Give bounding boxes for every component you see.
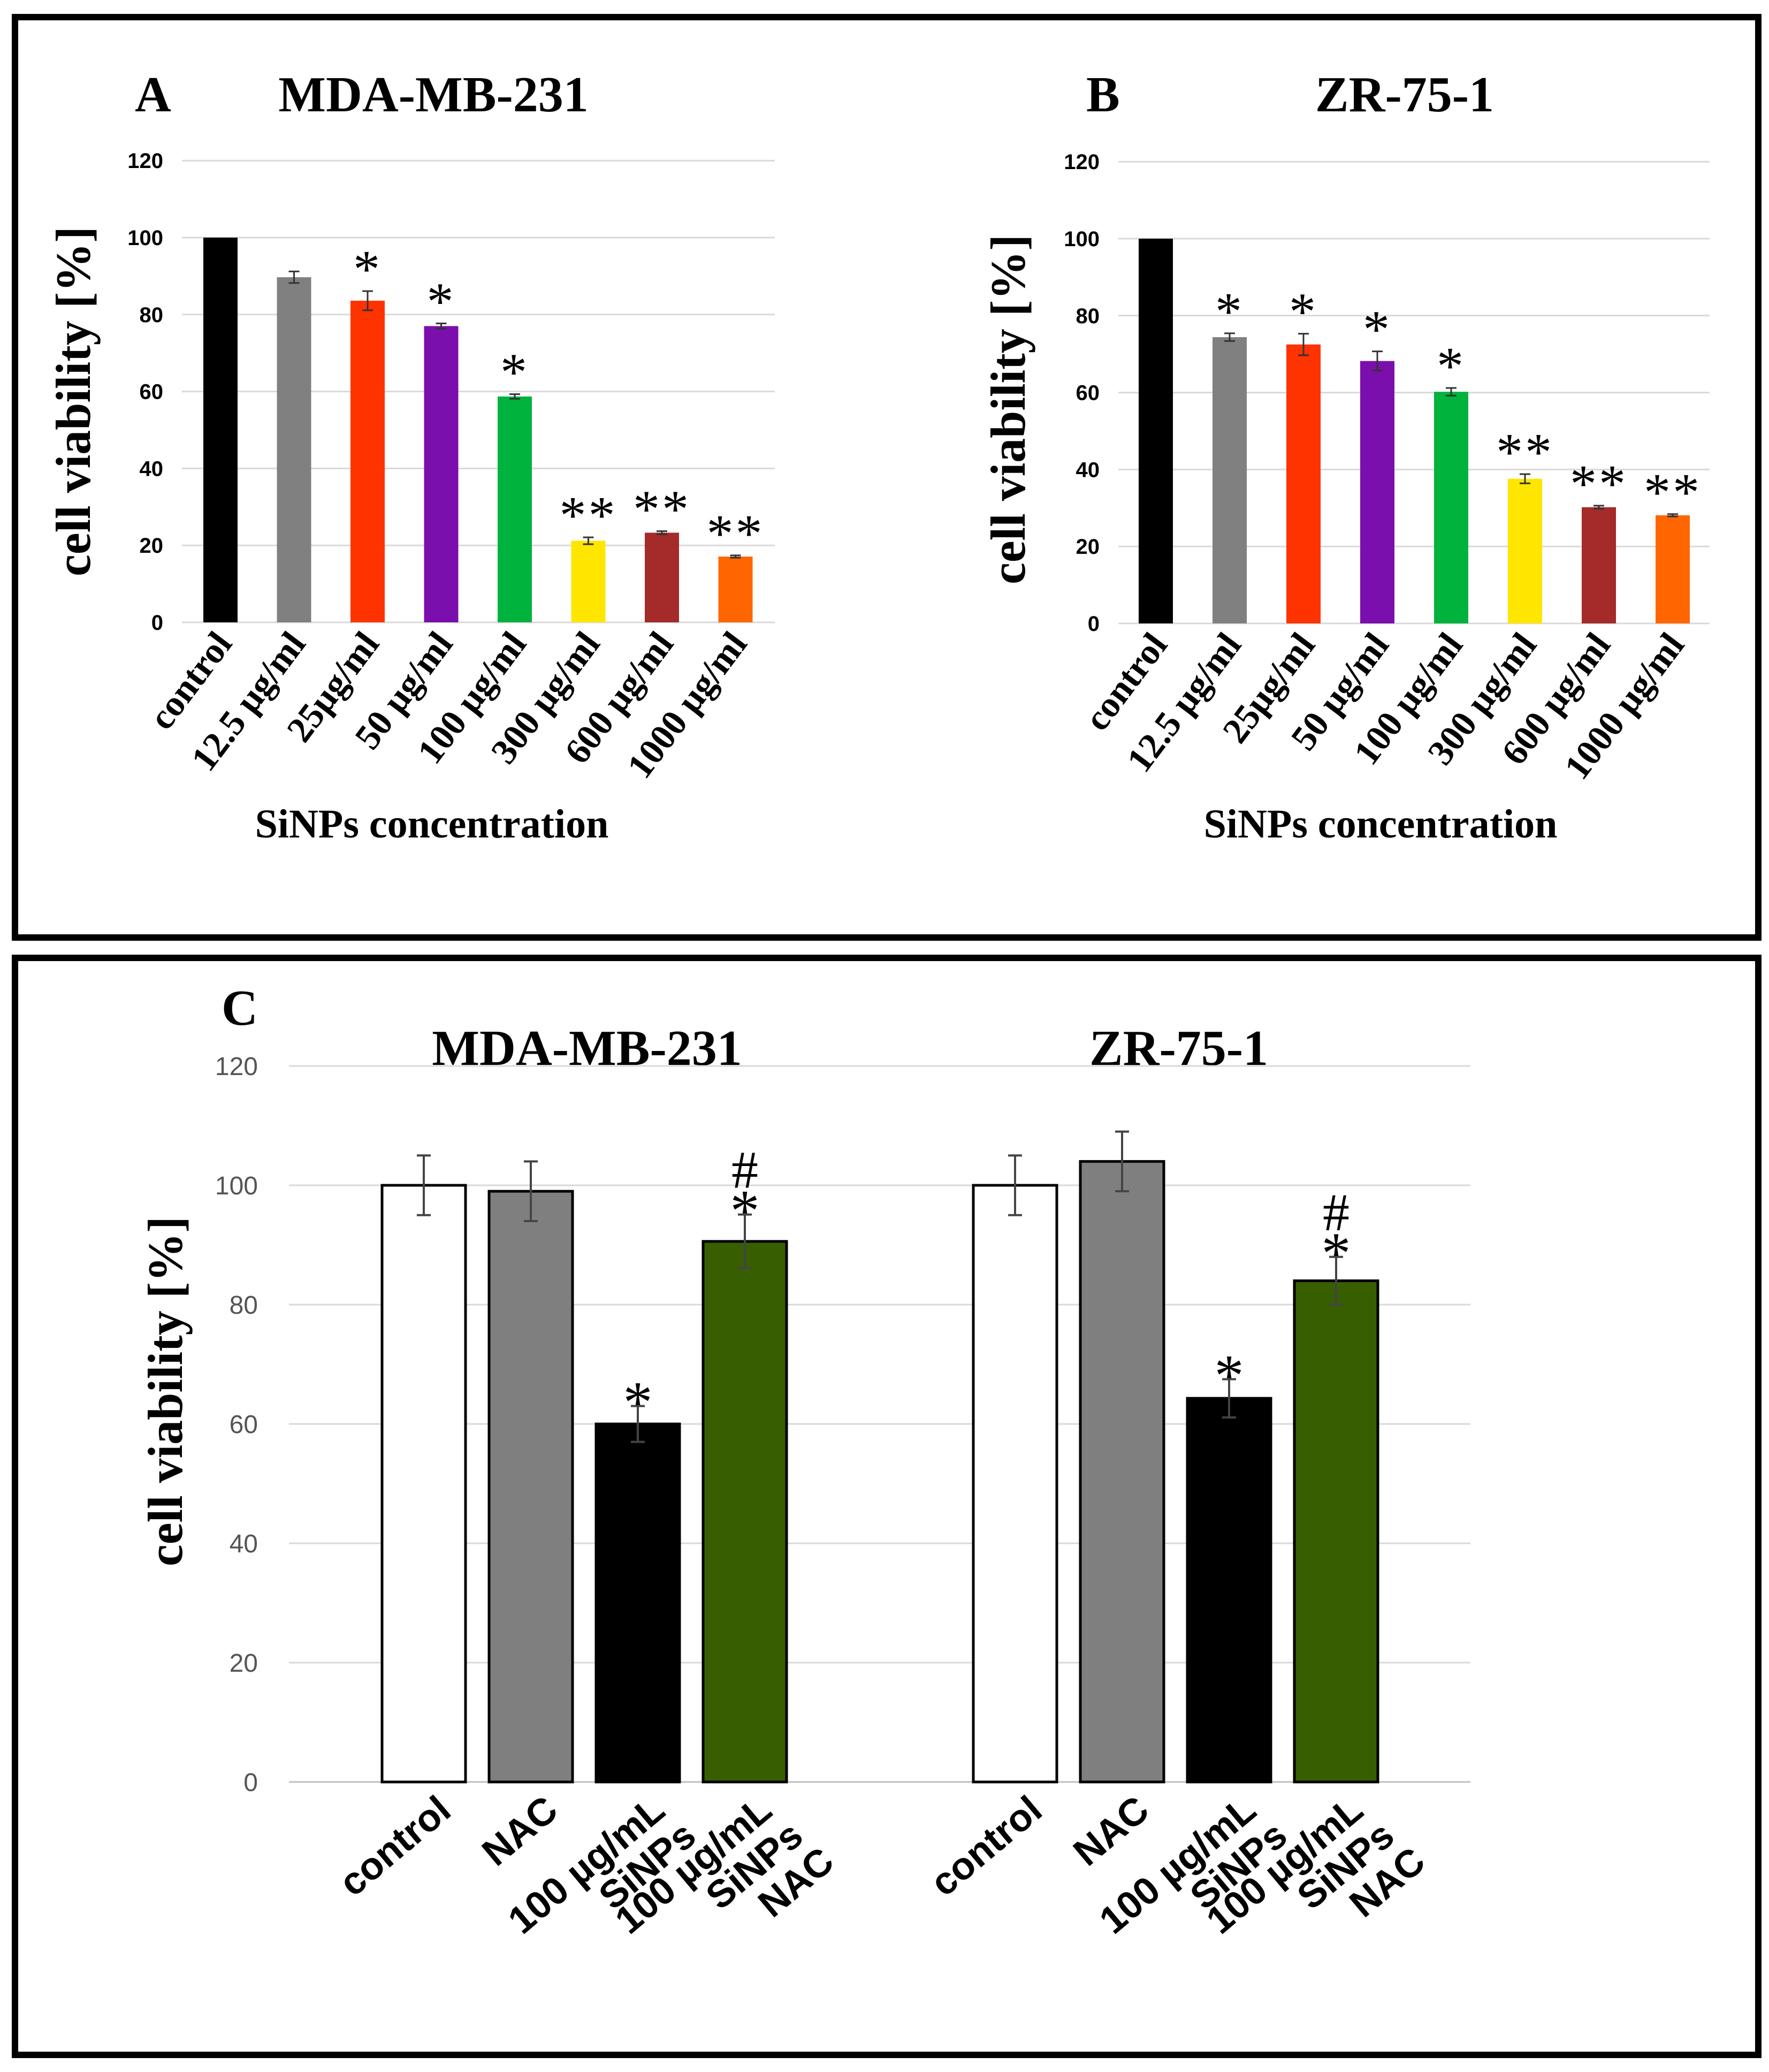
panel-a-title: MDA-MB-231 [278, 67, 589, 123]
bar [1286, 344, 1321, 623]
y-tick-label: 20 [140, 534, 164, 558]
significance-marker: * [1289, 282, 1318, 341]
bottom-panel-border [12, 955, 1762, 2058]
panel-c-letter: C [222, 980, 258, 1036]
panel-b-xlabel: SiNPs concentration [1204, 802, 1558, 847]
x-tick-label: NAC [474, 1788, 566, 1875]
significance-marker: ** [1496, 422, 1554, 482]
significance-marker: ** [633, 479, 691, 539]
top-panel-border [12, 14, 1762, 941]
bar [972, 1184, 1058, 1784]
significance-marker: ** [1570, 454, 1628, 513]
bar [702, 1240, 788, 1784]
significance-marker: # [1323, 1183, 1349, 1242]
significance-marker: * [1215, 281, 1244, 341]
panel-b-letter: B [1086, 67, 1120, 123]
panel-a-letter: A [135, 67, 171, 123]
y-tick-label: 0 [1088, 612, 1100, 636]
significance-marker: ** [707, 504, 765, 563]
bar [1508, 478, 1542, 623]
y-tick-label: 20 [1076, 535, 1100, 559]
y-tick-label: 0 [151, 611, 163, 635]
y-tick-label: 40 [1076, 458, 1100, 482]
y-tick-label: 120 [1064, 150, 1100, 174]
bar [1139, 239, 1173, 623]
significance-marker: * [1322, 1221, 1351, 1286]
bar [380, 1184, 467, 1784]
y-tick-label: 100 [127, 226, 163, 250]
bar [594, 1422, 681, 1784]
bar [571, 540, 606, 622]
y-tick-label: 80 [230, 1291, 258, 1320]
bar [203, 238, 238, 622]
x-tick-label: control [331, 1788, 459, 1905]
significance-marker: * [1363, 300, 1392, 359]
bar [1434, 392, 1468, 623]
significance-marker: * [500, 342, 529, 402]
panel-b-title: ZR-75-1 [1315, 67, 1494, 123]
bar [1360, 361, 1394, 623]
bar [1079, 1160, 1165, 1784]
bar [1186, 1397, 1272, 1784]
panel-c-group-1-title: MDA-MB-231 [432, 1020, 742, 1076]
x-tick-label: control [922, 1788, 1050, 1905]
y-tick-label: 80 [1076, 304, 1100, 328]
bar [1656, 515, 1690, 623]
panel-c-group-2-title: ZR-75-1 [1089, 1020, 1268, 1076]
significance-marker: * [623, 1370, 653, 1435]
y-tick-label: 20 [230, 1649, 258, 1678]
panel-a-xlabel: SiNPs concentration [255, 802, 609, 847]
significance-marker: * [427, 271, 456, 331]
y-tick-label: 60 [1076, 382, 1100, 405]
bar [645, 532, 679, 622]
panel-c-ylabel: cell viability [%] [138, 1216, 193, 1566]
y-tick-label: 40 [230, 1530, 258, 1558]
bar [487, 1190, 574, 1784]
significance-marker: * [1215, 1343, 1244, 1408]
significance-marker: * [353, 239, 382, 299]
y-tick-label: 60 [140, 380, 164, 404]
bar [1293, 1279, 1379, 1784]
bar [424, 326, 459, 622]
y-tick-label: 120 [215, 1053, 258, 1081]
y-tick-label: 100 [1064, 227, 1100, 251]
x-tick-label: NAC [1065, 1788, 1157, 1875]
significance-marker: * [1437, 336, 1466, 395]
bar [718, 557, 753, 622]
bar [350, 300, 385, 622]
bar [277, 277, 311, 622]
significance-marker: ** [1644, 462, 1702, 522]
y-tick-label: 120 [127, 149, 163, 173]
y-tick-label: 80 [140, 303, 164, 327]
y-tick-label: 0 [243, 1769, 258, 1797]
significance-marker: ** [560, 485, 617, 545]
significance-marker: # [731, 1140, 758, 1200]
bar [1582, 507, 1616, 623]
y-tick-label: 100 [215, 1172, 258, 1200]
bar [498, 396, 532, 622]
panel-a-ylabel: cell viability [%] [46, 226, 101, 576]
bar [1213, 337, 1247, 623]
y-tick-label: 60 [230, 1411, 258, 1439]
y-tick-label: 40 [140, 457, 164, 481]
significance-marker: * [730, 1178, 760, 1244]
panel-b-ylabel: cell viability [%] [981, 234, 1035, 584]
